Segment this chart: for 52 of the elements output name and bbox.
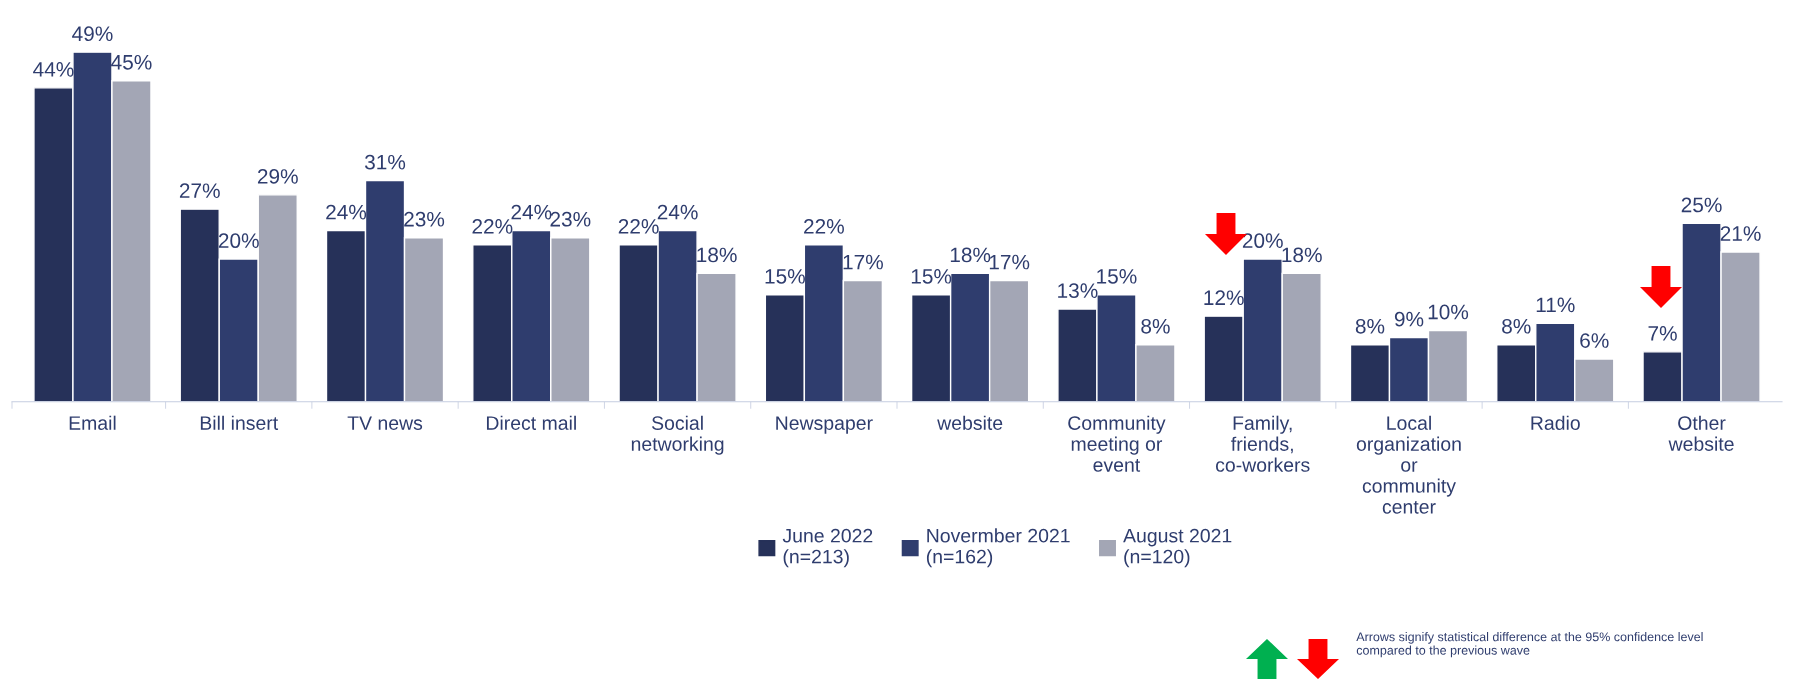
text: Arrows signify statistical difference at the 95% confidence level compared to the previous wave xyxy=(1356,632,1703,658)
x-tick-label: Local organization or community center xyxy=(1356,415,1461,514)
data-label: 7% xyxy=(1648,326,1677,341)
data-label: 8% xyxy=(1355,318,1385,334)
data-label: 22% xyxy=(472,219,513,234)
data-label: 18% xyxy=(1282,247,1322,263)
x-tick-label: Bill insert xyxy=(200,415,279,430)
data-label: 10% xyxy=(1428,304,1469,320)
x-tick-label: website xyxy=(937,415,1003,430)
data-label: 45% xyxy=(111,54,152,70)
data-label: 15% xyxy=(911,269,952,284)
data-label: 44% xyxy=(33,62,74,77)
x-tick-label: Community meeting or event xyxy=(1068,415,1166,472)
legend-label: August 2021 (n=120) xyxy=(1123,528,1232,568)
data-label: 25% xyxy=(1681,197,1722,213)
data-label: 15% xyxy=(1097,269,1137,284)
data-label: 17% xyxy=(989,254,1030,270)
data-label: 18% xyxy=(950,247,991,263)
data-label: 12% xyxy=(1204,290,1244,306)
x-tick-label: Family, friends, co-workers xyxy=(1215,415,1310,472)
data-label: 24% xyxy=(326,204,367,220)
legend-label: Novermber 2021 (n=162) xyxy=(926,528,1070,568)
x-tick-label: Newspaper xyxy=(776,416,873,434)
x-tick-label: TV news xyxy=(347,416,423,430)
data-label: 6% xyxy=(1580,333,1609,348)
x-tick-label: Other website xyxy=(1668,415,1734,451)
x-tick-label: Social networking xyxy=(631,415,724,455)
x-tick-label: Radio xyxy=(1531,415,1580,430)
data-label: 27% xyxy=(179,183,220,198)
data-label: 21% xyxy=(1720,226,1761,241)
data-label: 11% xyxy=(1536,297,1575,313)
data-label: 29% xyxy=(257,169,298,184)
x-tick-label: Direct mail xyxy=(486,415,576,430)
data-label: 23% xyxy=(550,211,591,227)
data-label: 23% xyxy=(404,211,445,227)
data-label: 8% xyxy=(1502,318,1531,334)
data-label: 8% xyxy=(1141,318,1170,334)
data-label: 24% xyxy=(511,204,552,220)
data-label: 20% xyxy=(218,233,259,249)
data-label: 20% xyxy=(1242,233,1283,249)
data-label: 9% xyxy=(1394,311,1424,327)
data-label: 15% xyxy=(765,269,805,284)
data-label: 31% xyxy=(364,154,406,170)
data-label: 17% xyxy=(843,254,883,270)
data-label: 24% xyxy=(657,204,698,220)
data-label: 13% xyxy=(1058,283,1098,298)
data-label: 22% xyxy=(804,219,844,234)
data-label: 49% xyxy=(72,26,113,42)
data-label: 22% xyxy=(618,219,659,234)
legend-label: June 2022 (n=213) xyxy=(782,528,873,568)
x-tick-label: Email xyxy=(69,415,116,430)
data-label: 18% xyxy=(697,247,737,263)
